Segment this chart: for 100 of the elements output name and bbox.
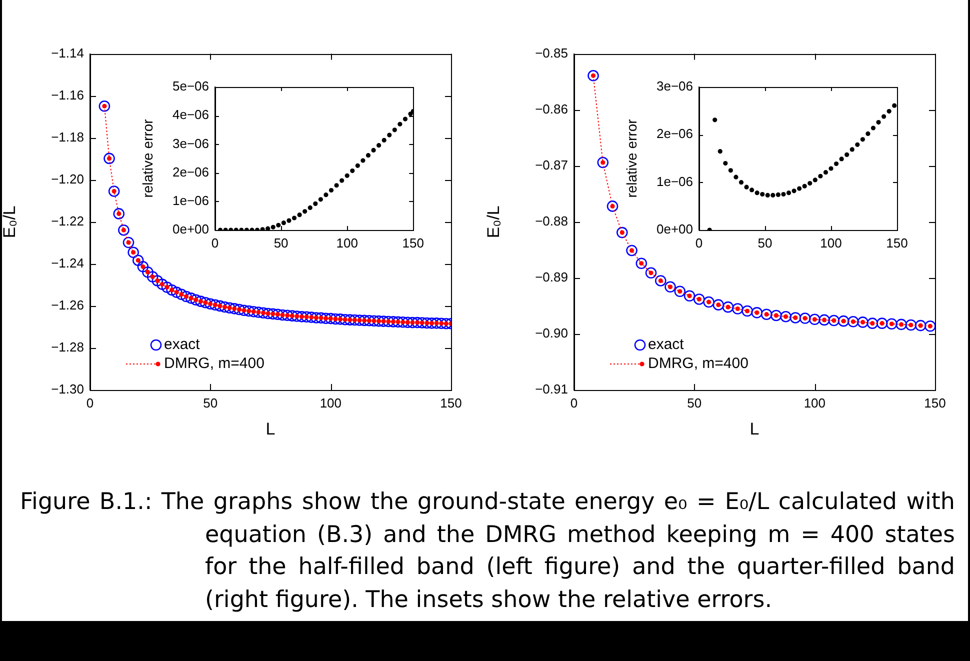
x-tick-label: 0 xyxy=(86,395,94,410)
point xyxy=(818,314,830,326)
point xyxy=(376,143,382,148)
point xyxy=(828,166,834,171)
point xyxy=(292,216,297,220)
point xyxy=(855,142,860,147)
point xyxy=(340,178,344,183)
x-tick-label: 100 xyxy=(336,235,358,250)
text: Figure B.1.: The graphs show the ground-state energy e₀ = E₀/L calculated with equation (B.3) and the DMRG method keeping m = 400 states for the half-filled band (left figure) and the quarter-filled band (right figure). The insets show the relative errors. xyxy=(20,488,955,614)
y-tick-label: 4e−06 xyxy=(172,107,209,122)
point xyxy=(760,192,765,197)
point xyxy=(882,114,886,119)
y-tick-label: 0e+00 xyxy=(172,222,209,237)
legend-label: DMRG, m=400 xyxy=(164,355,264,372)
point xyxy=(876,120,881,125)
point xyxy=(734,174,738,180)
x-tick-label: 150 xyxy=(886,235,908,250)
y-tick-label: −1.16 xyxy=(51,87,84,102)
point xyxy=(281,220,286,226)
point xyxy=(839,156,844,162)
point xyxy=(318,197,323,202)
y-tick-label: 3e−06 xyxy=(172,136,209,151)
y-tick-label: −0.85 xyxy=(535,45,568,60)
y-tick-label: 5e−06 xyxy=(172,78,209,94)
point xyxy=(751,307,763,318)
point xyxy=(654,275,666,286)
point xyxy=(408,112,413,116)
y-tick-label: 3e−06 xyxy=(656,78,693,94)
point xyxy=(848,316,859,328)
point xyxy=(636,258,648,270)
x-tick-label: 50 xyxy=(758,235,772,250)
point xyxy=(799,312,811,324)
point xyxy=(606,200,618,212)
point xyxy=(722,301,734,313)
y-tick-label: −0.90 xyxy=(535,326,568,341)
point xyxy=(684,290,696,302)
y-tick-label: −0.88 xyxy=(535,213,568,228)
point xyxy=(892,103,897,108)
point xyxy=(760,308,772,320)
point xyxy=(860,137,865,142)
point xyxy=(392,128,397,132)
point xyxy=(844,152,850,157)
x-tick-label: 150 xyxy=(924,395,946,410)
point xyxy=(834,161,839,166)
point xyxy=(324,192,328,198)
x-tick-label: 50 xyxy=(203,395,218,410)
point xyxy=(398,122,402,126)
point xyxy=(808,180,812,186)
y-tick-label: −1.28 xyxy=(51,340,84,355)
point xyxy=(382,138,386,142)
y-tick-label: 2e−06 xyxy=(172,164,209,180)
point xyxy=(781,192,786,197)
point xyxy=(276,222,281,228)
y-tick-label: −1.14 xyxy=(51,45,84,60)
point xyxy=(360,158,366,163)
point xyxy=(728,168,733,173)
point xyxy=(876,318,888,329)
point xyxy=(770,192,776,198)
point xyxy=(297,212,302,218)
y-tick-label: −1.30 xyxy=(51,382,84,397)
point xyxy=(328,188,334,193)
point xyxy=(597,156,609,168)
point xyxy=(866,318,878,329)
point xyxy=(718,149,722,154)
point xyxy=(350,168,355,174)
point xyxy=(270,224,276,230)
point xyxy=(896,318,907,330)
point xyxy=(308,205,312,210)
point xyxy=(738,180,744,185)
x-tick-label: 100 xyxy=(804,395,826,410)
y-tick-label: −0.87 xyxy=(535,157,568,172)
point xyxy=(924,320,935,332)
y-tick-label: −0.86 xyxy=(535,101,568,116)
y-tick-label: 0e+00 xyxy=(656,222,693,237)
point xyxy=(850,147,854,152)
y-tick-label: −1.26 xyxy=(51,298,84,313)
point xyxy=(742,305,753,317)
point xyxy=(693,294,705,305)
point xyxy=(838,315,850,327)
x-tick-label: 100 xyxy=(820,235,842,250)
point xyxy=(802,184,807,188)
point xyxy=(828,314,840,326)
point xyxy=(818,174,823,178)
point xyxy=(712,118,718,122)
y-axis-title: relative error xyxy=(139,118,156,198)
point xyxy=(886,318,898,330)
point xyxy=(616,226,628,238)
point xyxy=(712,299,724,310)
point xyxy=(812,178,818,182)
y-axis-title: relative error xyxy=(623,118,640,198)
y-tick-label: −1.22 xyxy=(51,213,84,228)
x-axis-title: L xyxy=(750,419,760,438)
point xyxy=(786,190,792,196)
x-tick-label: 150 xyxy=(402,235,424,250)
point xyxy=(344,173,350,178)
y-tick-label: 1e−06 xyxy=(656,174,693,189)
y-tick-label: −0.89 xyxy=(535,270,568,285)
x-tick-label: 0 xyxy=(211,235,219,250)
x-tick-label: 50 xyxy=(274,235,288,250)
x-tick-label: 0 xyxy=(695,235,703,250)
